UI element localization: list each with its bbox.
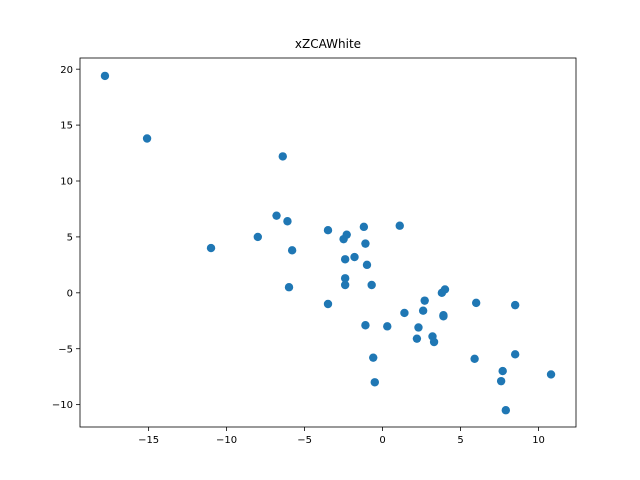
data-point bbox=[420, 296, 429, 305]
y-tick-label: 0 bbox=[67, 288, 73, 299]
data-point bbox=[142, 134, 152, 143]
data-point bbox=[350, 252, 359, 262]
x-tick-label: 5 bbox=[457, 435, 463, 446]
y-tick-label: 5 bbox=[67, 233, 73, 244]
chart-title: xZCAWhite bbox=[295, 37, 361, 51]
y-tick-label: 20 bbox=[60, 65, 73, 76]
data-point bbox=[359, 222, 369, 232]
data-point bbox=[412, 334, 422, 343]
y-tick-label: 15 bbox=[60, 121, 73, 132]
data-point bbox=[510, 350, 520, 359]
x-tick-label: −10 bbox=[216, 435, 237, 446]
x-tick-label: 0 bbox=[379, 435, 385, 446]
data-point bbox=[440, 285, 450, 294]
x-tick-label: −15 bbox=[138, 435, 159, 446]
data-point bbox=[400, 308, 409, 318]
data-point bbox=[383, 322, 392, 331]
data-point bbox=[287, 246, 297, 255]
data-point bbox=[361, 321, 370, 330]
y-tick-label: −5 bbox=[58, 344, 73, 355]
data-point bbox=[253, 232, 263, 242]
data-point bbox=[323, 299, 333, 309]
data-point bbox=[418, 306, 428, 315]
data-point bbox=[100, 71, 110, 81]
y-tick-label: 10 bbox=[60, 177, 73, 188]
data-point bbox=[362, 260, 372, 270]
data-point bbox=[340, 255, 350, 264]
data-point bbox=[510, 300, 520, 310]
data-point bbox=[272, 211, 281, 220]
data-point bbox=[361, 239, 370, 248]
data-point bbox=[414, 323, 423, 332]
data-point bbox=[546, 370, 556, 379]
data-point bbox=[498, 366, 507, 376]
axes-frame bbox=[79, 57, 577, 428]
data-point bbox=[470, 354, 479, 363]
data-point bbox=[370, 378, 379, 387]
data-point bbox=[395, 221, 404, 230]
data-point bbox=[471, 298, 481, 308]
data-point bbox=[206, 243, 216, 253]
data-point bbox=[340, 280, 350, 290]
x-tick-label: −5 bbox=[297, 435, 312, 446]
data-point bbox=[342, 230, 351, 239]
data-point bbox=[501, 406, 511, 415]
data-point bbox=[367, 280, 376, 290]
x-tick-label: 10 bbox=[532, 435, 545, 446]
data-point bbox=[323, 226, 333, 235]
data-point bbox=[284, 283, 294, 292]
data-point bbox=[278, 152, 287, 161]
data-point bbox=[369, 353, 378, 362]
data-point bbox=[429, 337, 439, 347]
data-point bbox=[439, 312, 448, 321]
y-tick-label: −10 bbox=[52, 400, 73, 411]
data-point bbox=[340, 274, 350, 283]
plot-area: −15 −10 −5 0 5 10 −10 −5 0 5 10 15 20 bbox=[52, 57, 577, 446]
data-point bbox=[283, 217, 292, 226]
data-point bbox=[496, 376, 506, 386]
